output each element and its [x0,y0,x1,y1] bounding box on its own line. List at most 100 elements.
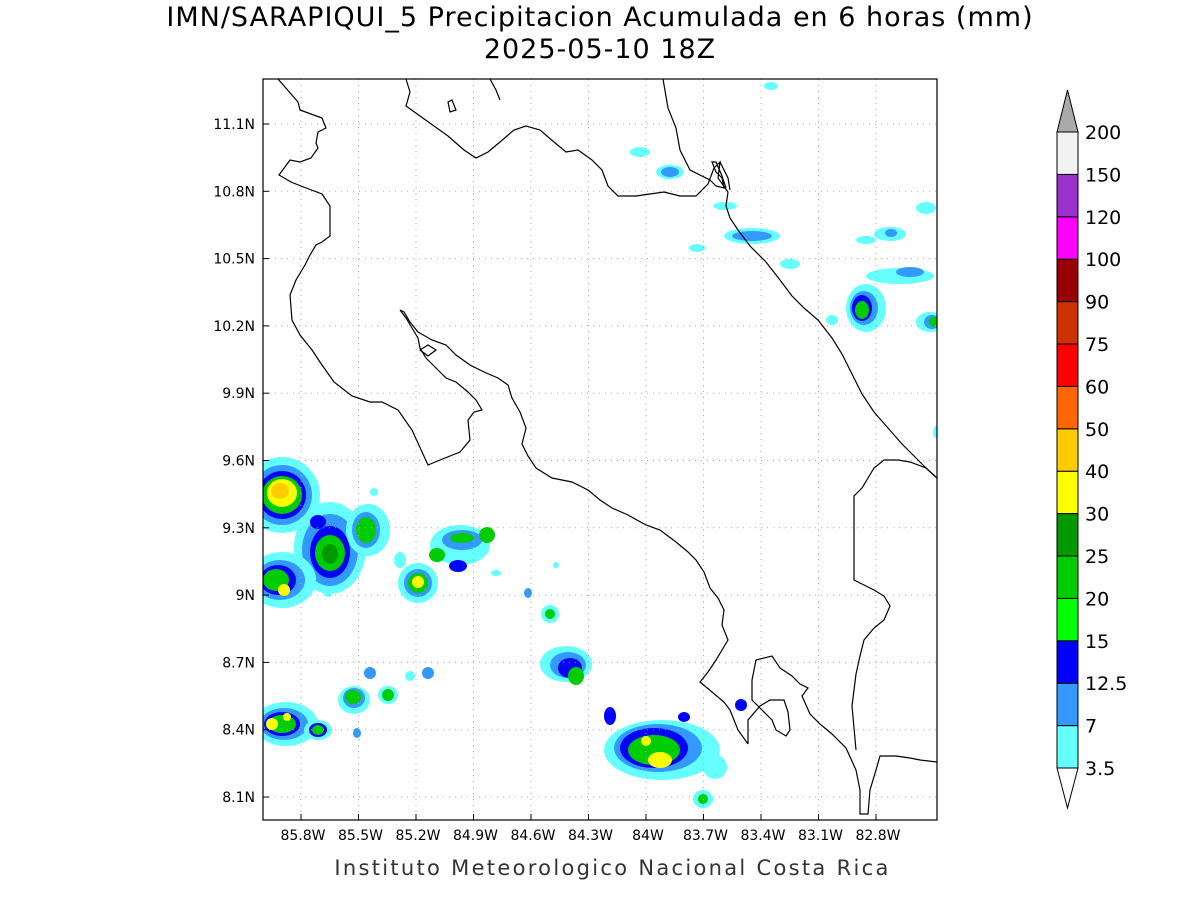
map-title: IMN/SARAPIQUI_5 Precipitacion Acumulada … [166,2,1034,33]
precip-cell [524,588,532,598]
colorbar-swatch [1056,597,1079,642]
precip-cell [703,755,727,779]
precip-cell [630,147,650,157]
latitude-tick-label: 11.1N [213,117,255,133]
colorbar-label: 25 [1085,546,1109,568]
precip-cell [263,457,320,533]
precip-cell [916,312,937,332]
precip-cell [656,165,684,179]
colorbar-swatch [1056,725,1079,769]
precip-cell [916,202,936,214]
precip-cell [394,552,406,568]
colorbar-swatch [1056,216,1079,260]
longitude-tick-label: 84.6W [510,828,555,844]
precip-cell [405,671,415,681]
precip-cell [370,488,378,496]
colorbar-label: 100 [1085,249,1121,271]
map-date-subtitle: 2025-05-10 18Z [483,34,717,65]
precip-cell [896,267,924,277]
longitude-tick-label: 84W [632,828,664,844]
colorbar-label: 30 [1085,504,1109,526]
precip-cell [324,589,332,597]
precip-cell [846,284,886,332]
latitude-tick-label: 9.9N [222,386,255,402]
colorbar-swatch [1056,640,1079,684]
precip-cell [398,563,438,603]
longitude-tick-label: 84.9W [453,828,498,844]
latitude-tick-label: 10.5N [213,252,255,268]
coastline [277,79,937,815]
colorbar-label: 40 [1085,461,1109,483]
colorbar-label: 7 [1085,716,1097,738]
colorbar-label: 90 [1085,292,1109,314]
colorbar-label: 120 [1085,207,1121,229]
precip-cell [604,720,720,780]
precip-cell [933,426,937,438]
precip-cell [689,244,705,252]
colorbar-swatch [1056,470,1079,515]
colorbar-label: 75 [1085,334,1109,356]
longitude-tick-label: 85.2W [395,828,440,844]
latitude-gridlines [263,123,937,798]
precip-cell [735,699,747,711]
longitude-tick-label: 83.4W [740,828,785,844]
precip-cell [338,686,370,714]
precip-cell [553,562,559,568]
precip-cell [491,570,501,576]
colorbar-swatch [1056,428,1079,472]
colorbar-label: 50 [1085,419,1109,441]
colorbar-legend: 3.5 7 12.5 15 20 25 30 40 50 60 75 90 100 120 150 200 [1056,89,1127,810]
colorbar-label: 15 [1085,631,1109,653]
colorbar-swatch [1056,682,1079,727]
precip-cell [678,712,690,722]
colorbar-label: 200 [1085,122,1121,144]
longitude-tick-label: 83.1W [798,828,843,844]
precip-cell [429,525,495,572]
latitude-axis: 11.1N 10.8N 10.5N 10.2N 9.9N 9.6N 9.3N 9N 8.7N 8.… [213,117,269,806]
longitude-tick-label: 82.8W [855,828,900,844]
colorbar-label: 150 [1085,164,1121,186]
longitude-tick-label: 83.7W [683,828,728,844]
precip-cell [364,667,376,679]
precip-cell [713,202,737,210]
latitude-tick-label: 8.4N [222,723,255,739]
latitude-tick-label: 9.6N [222,454,255,470]
latitude-tick-label: 9.3N [222,521,255,537]
longitude-axis: 85.8W 85.5W 85.2W 84.9W 84.6W 84.3W 84W 83.7W 83… [280,814,901,844]
precip-cell [780,259,800,269]
colorbar-swatch [1056,385,1079,430]
latitude-tick-label: 9N [236,588,255,604]
precip-cell [826,315,838,325]
precip-cell [764,82,778,90]
colorbar-swatch [1056,173,1079,218]
precip-cell [378,686,398,704]
latitude-tick-label: 8.1N [222,790,255,806]
colorbar-swatch [1056,131,1079,175]
precip-cell [263,552,316,608]
precip-cell [353,728,361,738]
colorbar-swatch [1056,258,1079,303]
colorbar-swatch [1056,555,1079,599]
colorbar-label: 20 [1085,588,1109,610]
precip-cell [263,702,318,746]
longitude-tick-label: 85.8W [280,828,325,844]
longitude-tick-label: 85.5W [338,828,383,844]
precip-cell [346,504,390,556]
precip-cell [856,236,876,244]
latitude-tick-label: 10.2N [213,319,255,335]
precip-cell [422,667,434,679]
map-frame [262,78,938,821]
colorbar-swatch [1056,513,1079,557]
longitude-tick-label: 84.3W [568,828,613,844]
colorbar-label: 3.5 [1085,758,1115,780]
colorbar-lower-arrow [1056,767,1079,810]
colorbar-label: 12.5 [1085,673,1127,695]
latitude-tick-label: 8.7N [222,655,255,671]
precip-cell [541,605,559,623]
latitude-tick-label: 10.8N [213,184,255,200]
precip-cell [540,646,592,685]
precip-cell [604,707,616,725]
colorbar-label: 60 [1085,376,1109,398]
colorbar-swatch [1056,301,1079,345]
